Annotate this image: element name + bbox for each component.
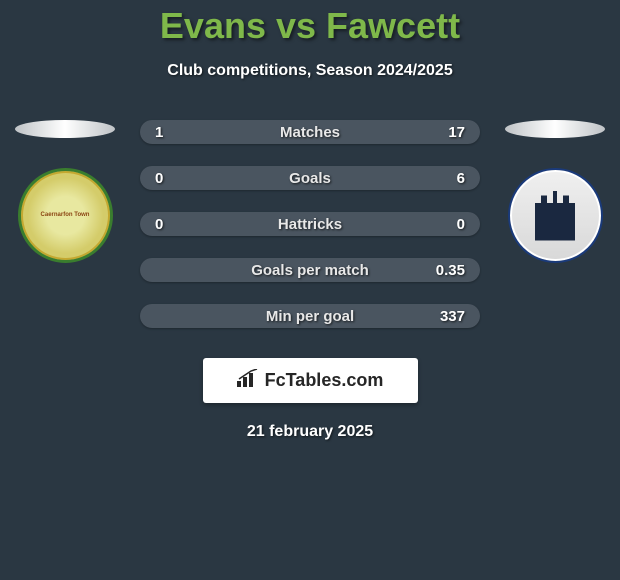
left-player-section: Caernarfon Town: [10, 120, 120, 263]
castle-icon: [535, 191, 575, 241]
stat-right-value: 6: [425, 170, 465, 187]
stat-label: Goals: [289, 170, 331, 187]
stat-right-value: 17: [425, 124, 465, 141]
main-container: Evans vs Fawcett Club competitions, Seas…: [0, 0, 620, 580]
right-player-bar: [505, 120, 605, 138]
stat-label: Hattricks: [278, 216, 342, 233]
page-subtitle: Club competitions, Season 2024/2025: [167, 62, 452, 80]
stat-label: Matches: [280, 124, 340, 141]
stat-row-min-per-goal: Min per goal 337: [140, 304, 480, 328]
stat-row-goals-per-match: Goals per match 0.35: [140, 258, 480, 282]
right-player-section: [500, 120, 610, 263]
stat-right-value: 0.35: [425, 262, 465, 279]
stat-right-value: 337: [425, 308, 465, 325]
date-text: 21 february 2025: [247, 423, 373, 441]
content-area: Caernarfon Town 1 Matches 17 0 Goals 6 0…: [0, 120, 620, 328]
page-title: Evans vs Fawcett: [160, 5, 460, 47]
left-club-name: Caernarfon Town: [41, 212, 90, 219]
stat-row-hattricks: 0 Hattricks 0: [140, 212, 480, 236]
stat-right-value: 0: [425, 216, 465, 233]
stat-left-value: 0: [155, 170, 195, 187]
stat-left-value: 1: [155, 124, 195, 141]
left-club-logo: Caernarfon Town: [18, 168, 113, 263]
branding-banner[interactable]: FcTables.com: [203, 358, 418, 403]
stat-row-matches: 1 Matches 17: [140, 120, 480, 144]
stats-column: 1 Matches 17 0 Goals 6 0 Hattricks 0 Goa…: [140, 120, 480, 328]
left-player-bar: [15, 120, 115, 138]
right-club-logo: [508, 168, 603, 263]
stat-row-goals: 0 Goals 6: [140, 166, 480, 190]
branding-text: FcTables.com: [265, 370, 384, 391]
stat-label: Min per goal: [266, 308, 354, 325]
stat-left-value: 0: [155, 216, 195, 233]
chart-icon: [237, 369, 259, 392]
stat-label: Goals per match: [251, 262, 369, 279]
